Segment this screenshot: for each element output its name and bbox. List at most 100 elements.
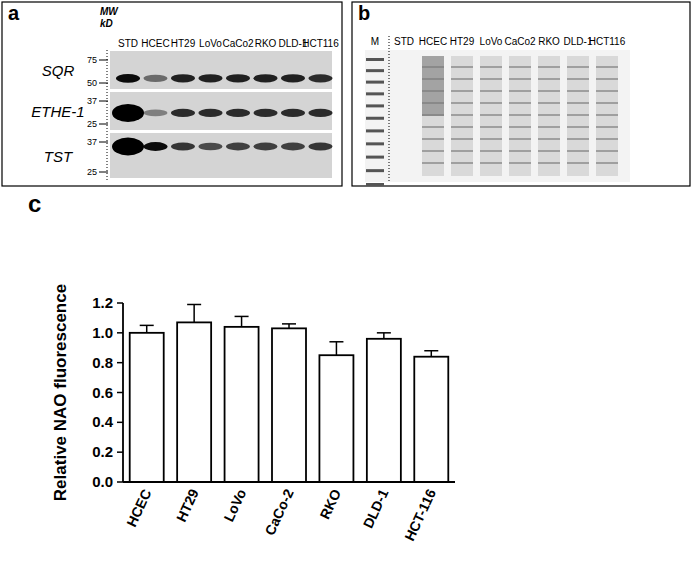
- y-axis-label: Relative NAO fluorescence: [51, 284, 70, 501]
- lane-band: [538, 66, 560, 68]
- band: [112, 138, 144, 156]
- lane-band: [480, 150, 502, 152]
- lane-smear: [596, 56, 618, 176]
- band: [254, 109, 278, 117]
- lane-band: [480, 78, 502, 80]
- band: [281, 143, 305, 151]
- lane-band: [538, 150, 560, 152]
- lane-band: [480, 90, 502, 92]
- divider: [389, 36, 390, 182]
- lane-label: LoVo: [480, 36, 503, 47]
- y-tick-label: 1.0: [92, 324, 113, 341]
- mw-marker: 37: [87, 137, 97, 147]
- lane-label: RKO: [538, 36, 560, 47]
- bar: [319, 355, 353, 482]
- lane-band: [596, 126, 618, 128]
- x-tick-label: CaCo-2: [262, 486, 297, 537]
- mw-tick: [99, 83, 108, 84]
- x-tick-label: HCEC: [123, 487, 154, 530]
- lane-band: [538, 78, 560, 80]
- panel-frame: [352, 2, 690, 186]
- lane-band: [451, 114, 473, 116]
- error-bar: [146, 325, 148, 332]
- band: [112, 104, 144, 122]
- ladder-band: [366, 129, 384, 132]
- y-tick-label: 0.8: [92, 354, 113, 371]
- ladder-band: [366, 69, 384, 72]
- figure: aMWkDSTDHCECHT29LoVoCaCo2RKODLD-1HCT116S…: [0, 0, 693, 564]
- band: [309, 142, 333, 150]
- lane-band: [538, 114, 560, 116]
- mw-marker: 37: [87, 96, 97, 106]
- lane-smear: [451, 56, 473, 176]
- lane-band: [451, 66, 473, 68]
- lane-band: [480, 114, 502, 116]
- row-label: SQR: [42, 62, 75, 79]
- lane-band: [422, 150, 444, 152]
- lane-smear: [538, 56, 560, 176]
- ladder-band: [366, 104, 384, 107]
- lane-band: [509, 114, 531, 116]
- lane-label: HCEC: [419, 36, 447, 47]
- error-cap: [140, 325, 154, 327]
- bar: [414, 357, 448, 482]
- lane-label: HCEC: [141, 38, 169, 49]
- error-cap: [377, 332, 391, 334]
- lane-band: [596, 102, 618, 104]
- ladder-band: [366, 58, 384, 61]
- lane-band: [596, 162, 618, 164]
- lane-band: [509, 66, 531, 68]
- panel-letter: a: [8, 2, 20, 24]
- lane-band: [567, 102, 589, 104]
- y-tick-label: 0.0: [92, 473, 113, 490]
- mw-marker: 25: [87, 119, 97, 129]
- band: [171, 142, 195, 150]
- band: [226, 109, 250, 117]
- mw-label: kD: [100, 18, 113, 29]
- band: [281, 74, 305, 82]
- band: [309, 109, 333, 117]
- lane-band: [567, 162, 589, 164]
- error-bar: [193, 304, 195, 322]
- panel-frame: [2, 2, 342, 186]
- error-bar: [241, 316, 243, 326]
- x-tick-label: HCT-116: [401, 486, 439, 543]
- lane-label: HCT116: [302, 38, 339, 49]
- band: [144, 142, 168, 151]
- lane-smear: [509, 56, 531, 176]
- band: [144, 109, 168, 116]
- bar: [130, 333, 164, 482]
- lane-band: [422, 138, 444, 140]
- lane-band: [509, 162, 531, 164]
- bar: [367, 339, 401, 482]
- gel: [365, 50, 630, 182]
- band: [309, 74, 333, 82]
- mw-label: MW: [100, 6, 119, 17]
- lane-band: [538, 138, 560, 140]
- lane-band: [538, 90, 560, 92]
- lane-label: M: [371, 36, 379, 47]
- error-cap: [329, 341, 343, 343]
- lane-band: [596, 78, 618, 80]
- panel-letter: c: [28, 190, 41, 217]
- lane-smear: [567, 56, 589, 176]
- row-label: TST: [44, 148, 74, 165]
- lane-band: [509, 90, 531, 92]
- bar: [177, 322, 211, 482]
- band: [116, 74, 140, 83]
- lane-band: [538, 126, 560, 128]
- lane-label: HCT116: [589, 36, 626, 47]
- lane-band: [451, 126, 473, 128]
- mw-marker: 50: [87, 78, 97, 88]
- lane-band: [422, 162, 444, 164]
- lane-band: [596, 138, 618, 140]
- lane-smear: [422, 56, 444, 176]
- band: [254, 143, 278, 151]
- lane-band: [596, 66, 618, 68]
- band: [171, 74, 195, 82]
- ladder-band: [366, 183, 384, 186]
- band: [281, 109, 305, 117]
- lane-band: [480, 66, 502, 68]
- ladder-band: [366, 92, 384, 95]
- lane-band: [596, 90, 618, 92]
